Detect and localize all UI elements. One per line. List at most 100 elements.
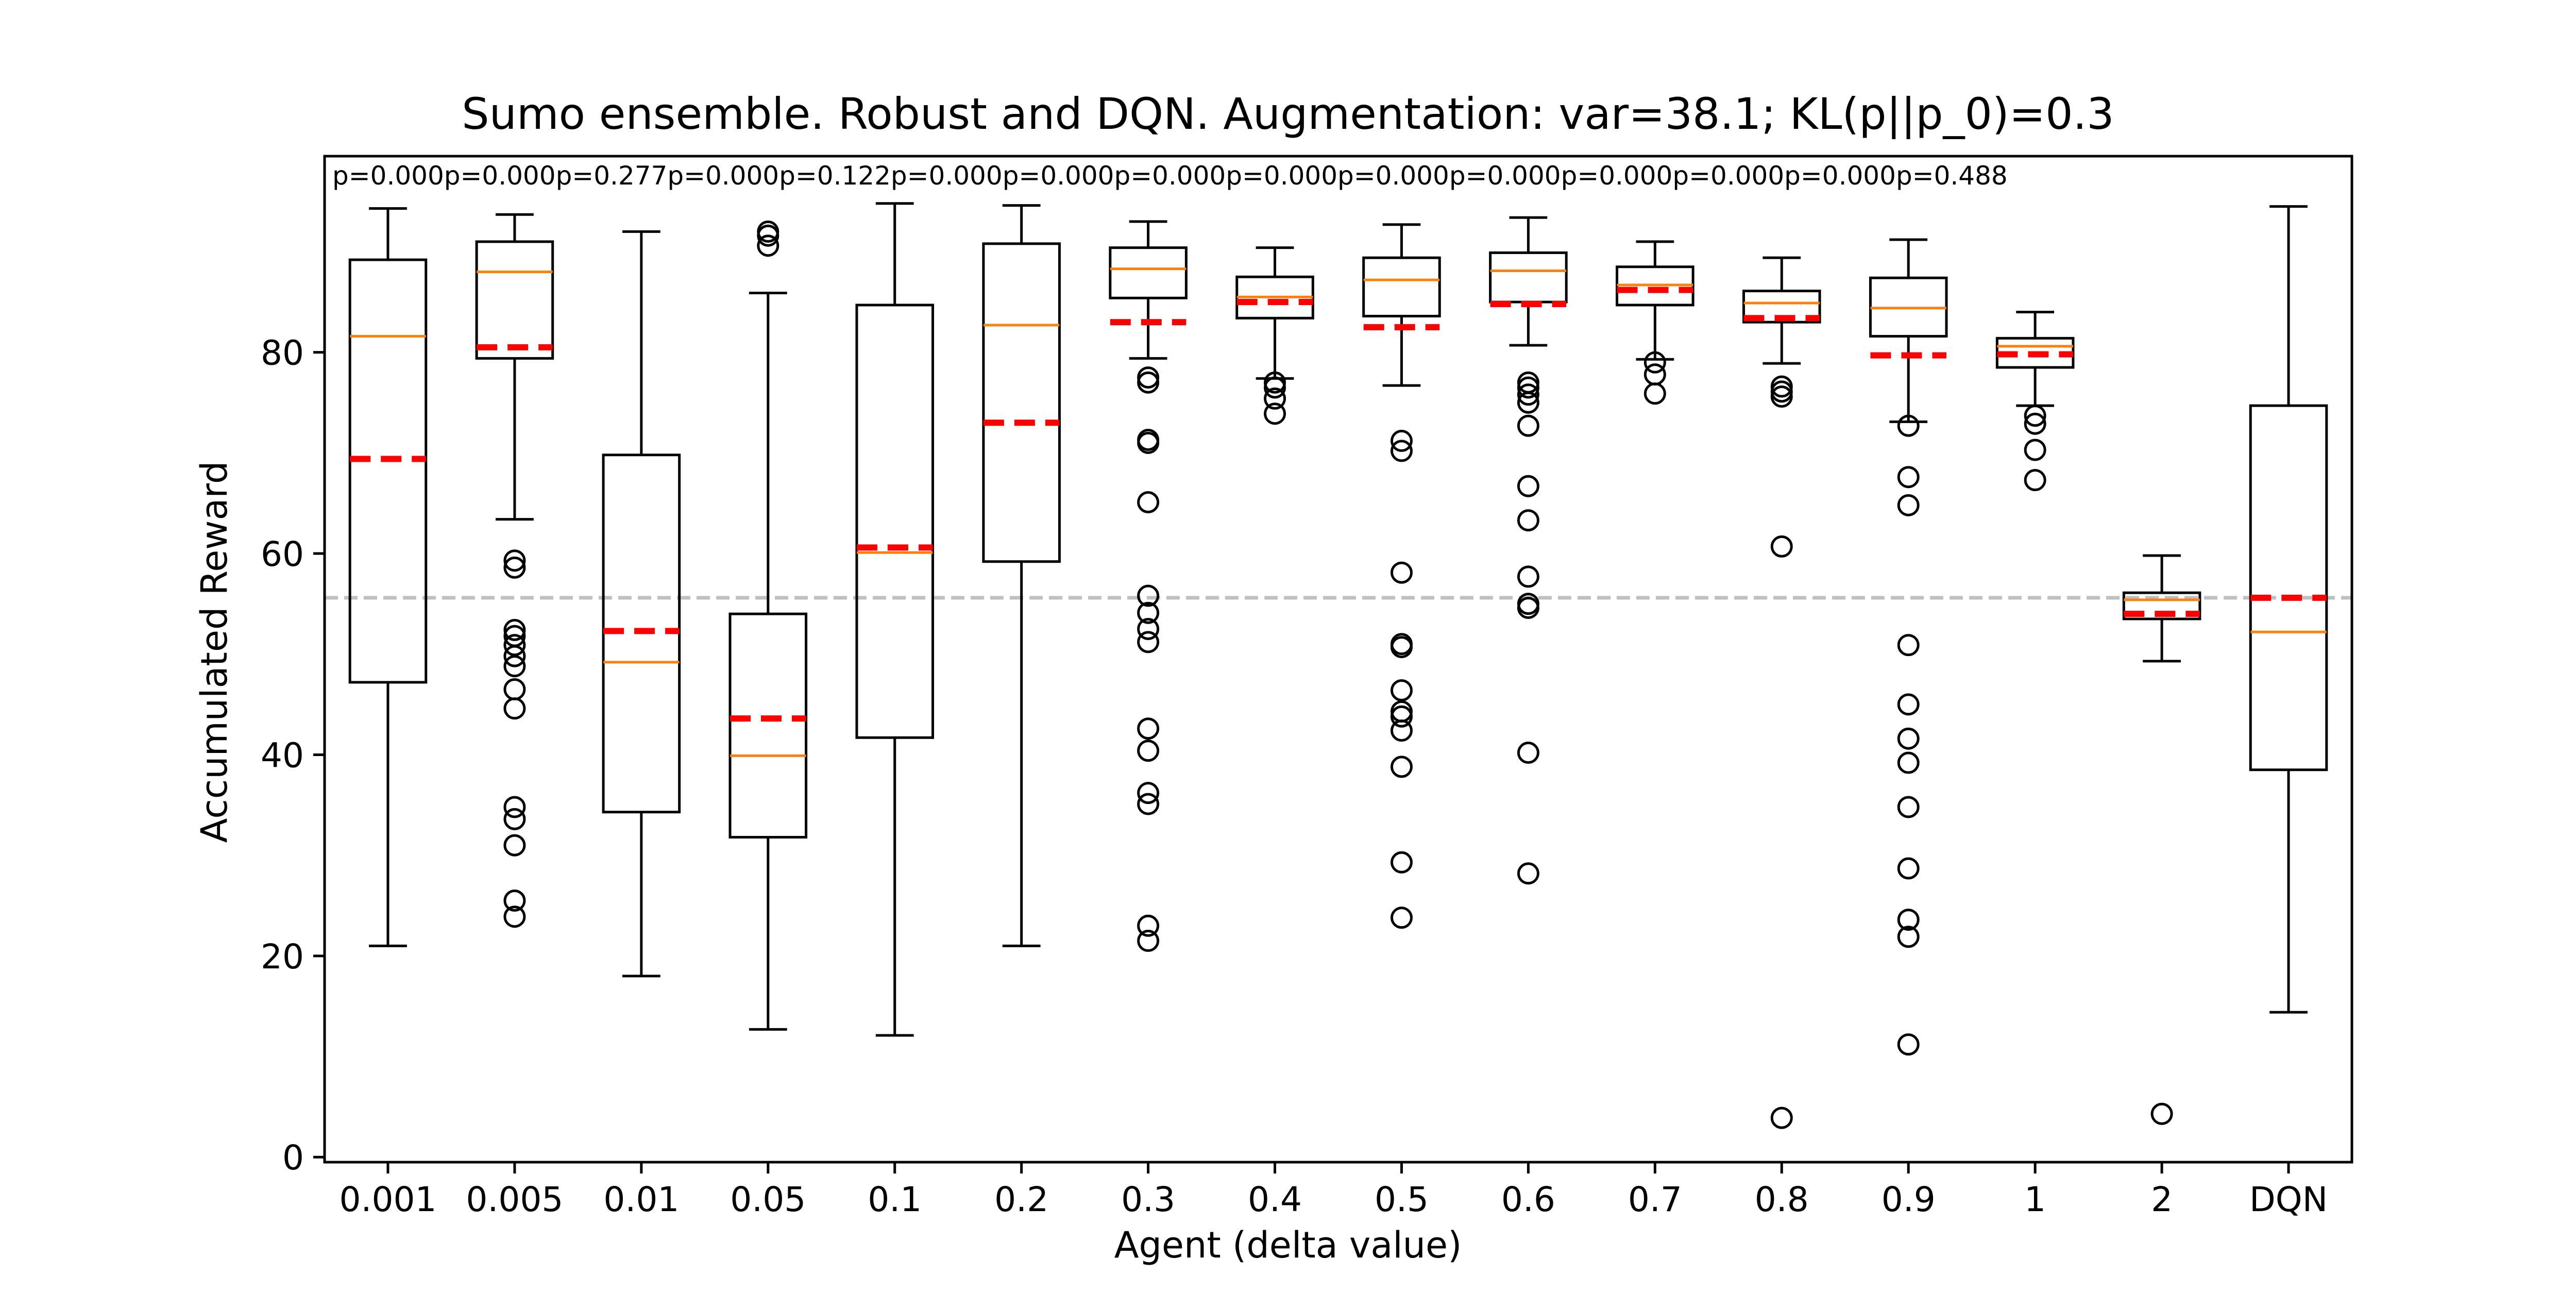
p-value-label: p=0.000 (332, 161, 444, 191)
p-value-label: p=0.000 (1337, 161, 1449, 191)
x-tick-label: 0.5 (1375, 1180, 1429, 1219)
outlier-point (2024, 469, 2046, 492)
x-tick-label: 0.001 (339, 1180, 436, 1219)
outlier-point (1517, 383, 1539, 406)
outlier-point (1643, 351, 1666, 374)
outlier-point (1770, 1106, 1793, 1129)
box (855, 304, 934, 739)
outlier-point (1897, 857, 1920, 880)
outlier-point (1137, 914, 1160, 937)
box (475, 240, 554, 360)
outlier-point (757, 234, 779, 257)
outlier-point (1137, 717, 1160, 740)
box (1742, 290, 1821, 324)
p-value-label: p=0.000 (444, 161, 556, 191)
outlier-point (1390, 440, 1413, 462)
p-value-label: p=0.000 (667, 161, 779, 191)
outlier-point (1137, 617, 1160, 640)
outlier-point (503, 906, 526, 928)
x-tick-label: 0.4 (1248, 1180, 1302, 1219)
outlier-point (503, 889, 526, 912)
outlier-point (1897, 926, 1920, 948)
outlier-point (1643, 382, 1666, 405)
outlier-point (1897, 1033, 1920, 1056)
outlier-point (503, 634, 526, 657)
outlier-point (503, 556, 526, 579)
plot-frame (323, 155, 2353, 1164)
outlier-point (1517, 862, 1539, 885)
outlier-point (1897, 727, 1920, 750)
outlier-point (1517, 509, 1539, 532)
outlier-point (1770, 535, 1793, 558)
outlier-point (1897, 796, 1920, 818)
outlier-point (1517, 596, 1539, 619)
x-tick-label: 0.3 (1121, 1180, 1175, 1219)
chart-title: Sumo ensemble. Robust and DQN. Augmentat… (462, 89, 2114, 139)
plot-area: 0 20 40 60 80 0.001 0.005 0.01 0.05 0.1 0.2 0.3 0.4 0… (261, 155, 2353, 1219)
outlier-point (1517, 742, 1539, 764)
outlier-point (503, 645, 526, 667)
outlier-point (1897, 751, 1920, 774)
outlier-point (1897, 414, 1920, 437)
outlier-point (1390, 851, 1413, 874)
x-tick-label: 0.6 (1501, 1180, 1555, 1219)
p-value-label: p=0.000 (891, 161, 1003, 191)
x-tick-label: 0.8 (1755, 1180, 1809, 1219)
outlier-point (1390, 561, 1413, 584)
p-value-label: p=0.000 (1003, 161, 1114, 191)
x-tick-label: 0.2 (994, 1180, 1048, 1219)
outlier-point (1897, 909, 1920, 931)
x-tick-label: 0.005 (466, 1180, 563, 1219)
outlier-point (1137, 431, 1160, 454)
outlier-point (503, 655, 526, 678)
outlier-point (1137, 782, 1160, 804)
p-value-label: p=0.000 (1672, 161, 1784, 191)
p-value-label: p=0.000 (1561, 161, 1673, 191)
outlier-point (503, 808, 526, 830)
x-tick-label: 0.01 (603, 1180, 679, 1219)
outlier-point (1137, 371, 1160, 394)
x-tick-label: 0.05 (730, 1180, 806, 1219)
x-tick-label: 1 (2024, 1180, 2046, 1219)
y-axis-label: Accumulated Reward (193, 461, 235, 843)
y-tick-label: 0 (282, 1138, 304, 1178)
p-value-label: p=0.122 (779, 161, 891, 191)
box (1109, 246, 1188, 299)
outlier-point (1897, 466, 1920, 489)
outlier-point (1897, 693, 1920, 716)
outlier-point (2024, 405, 2046, 427)
outlier-point (1897, 634, 1920, 657)
outlier-point (1390, 907, 1413, 929)
box (348, 258, 428, 684)
p-value-label: p=0.000 (1114, 161, 1226, 191)
y-tick-label: 40 (261, 735, 304, 775)
outlier-point (1137, 930, 1160, 952)
outlier-point (1517, 376, 1539, 399)
x-tick-label: 0.9 (1882, 1180, 1936, 1219)
outlier-point (1517, 475, 1539, 497)
outlier-point (1390, 429, 1413, 452)
x-tick-label: 0.7 (1628, 1180, 1682, 1219)
box (1362, 256, 1441, 317)
x-tick-label: 2 (2151, 1180, 2173, 1219)
outlier-point (1137, 601, 1160, 624)
outlier-point (1390, 719, 1413, 742)
outlier-point (1390, 636, 1413, 659)
box (2122, 591, 2201, 621)
outlier-point (503, 549, 526, 572)
outlier-point (2150, 1102, 2173, 1125)
y-tick-label: 20 (261, 937, 304, 977)
outlier-point (757, 224, 779, 247)
x-tick-label: 0.1 (868, 1180, 922, 1219)
outlier-point (1264, 387, 1286, 410)
outlier-point (1137, 584, 1160, 607)
outlier-point (1137, 491, 1160, 513)
x-tick-label: DQN (2249, 1180, 2328, 1219)
box (2249, 404, 2328, 772)
outlier-point (2024, 412, 2046, 435)
outlier-point (503, 697, 526, 720)
outlier-point (1137, 793, 1160, 815)
outlier-point (1517, 414, 1539, 437)
y-tick-label: 60 (261, 534, 304, 574)
